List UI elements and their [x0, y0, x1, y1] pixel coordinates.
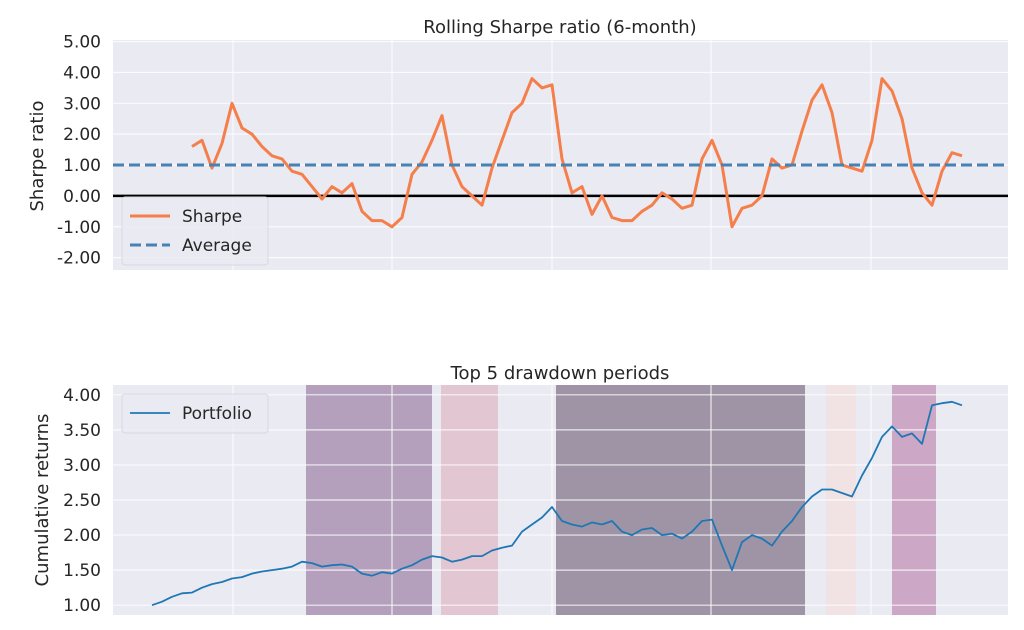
- y-tick-label: -1.00: [57, 218, 101, 238]
- legend-label-sharpe: Sharpe: [182, 207, 242, 227]
- y-tick-label: 5.00: [63, 33, 101, 53]
- y-tick-label: 3.00: [63, 94, 101, 114]
- y-tick-label: 1.00: [63, 596, 101, 616]
- legend-label-average: Average: [182, 236, 252, 256]
- legend-label-portfolio: Portfolio: [182, 404, 252, 424]
- y-tick-label: 4.00: [63, 63, 101, 83]
- y-tick-label: 0.00: [63, 187, 101, 207]
- y-tick-label: 3.50: [63, 421, 101, 441]
- rolling-sharpe-axes: 5.00 4.00 3.00 2.00 1.00 0.00 -1.00 -2.00 Sharpe…: [57, 33, 1008, 270]
- y-tick-label: 2.50: [63, 491, 101, 511]
- y-tick-label: -2.00: [57, 249, 101, 269]
- sharpe-title: Rolling Sharpe ratio (6-month): [423, 17, 696, 38]
- drawdown-ylabel: Cumulative returns: [32, 414, 53, 587]
- drawdown-title: Top 5 drawdown periods: [450, 363, 670, 384]
- drawdown-axes: 4.00 3.50 3.00 2.50 2.00 1.50 1.00 Portfolio: [63, 385, 1008, 616]
- y-tick-label: 4.00: [63, 386, 101, 406]
- legend-box: [121, 393, 269, 434]
- legend-box: [121, 196, 269, 266]
- y-tick-label: 1.00: [63, 156, 101, 176]
- y-tick-label: 2.00: [63, 526, 101, 546]
- series-sharpe-line: [191, 77, 963, 229]
- sharpe-ylabel: Sharpe ratio: [27, 101, 48, 212]
- y-tick-label: 3.00: [63, 456, 101, 476]
- y-tick-label: 1.50: [63, 561, 101, 581]
- series-portfolio-line: [151, 400, 963, 607]
- y-tick-label: 2.00: [63, 125, 101, 145]
